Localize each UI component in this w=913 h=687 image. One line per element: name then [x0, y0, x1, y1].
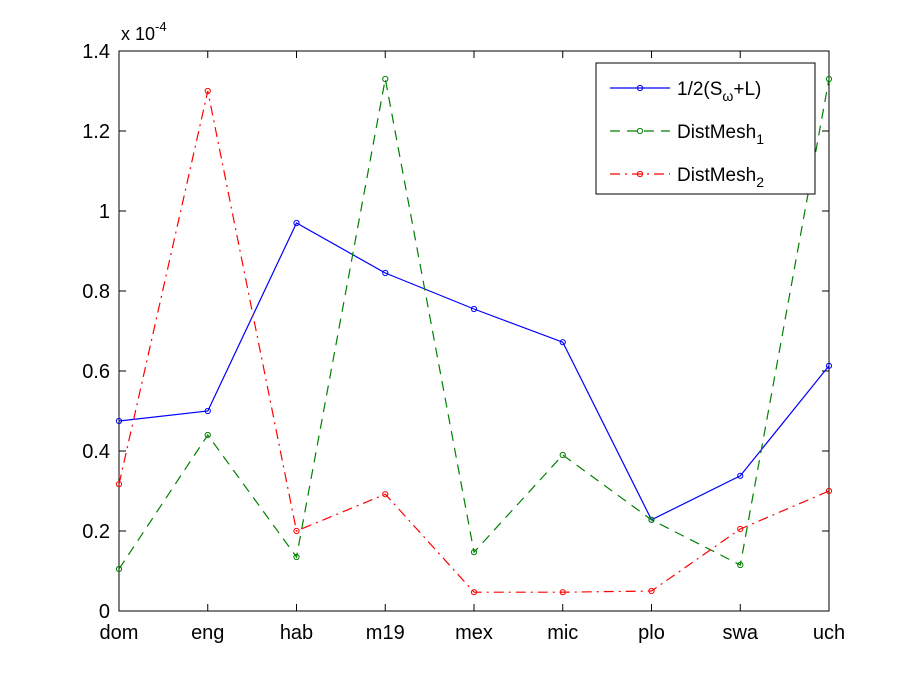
data-point	[382, 269, 389, 277]
data-point	[648, 516, 655, 523]
legend-label: DistMesh1	[677, 122, 764, 147]
y-tick-label: 0.6	[82, 361, 110, 383]
legend-entry: 1/2(Sω+L)	[610, 79, 761, 104]
data-point	[648, 587, 655, 595]
x-tick-label: mic	[547, 622, 578, 644]
legend: 1/2(Sω+L) DistMesh1 DistMesh2	[595, 62, 816, 195]
series-3	[115, 87, 833, 596]
y-tick-label: 0.8	[82, 281, 110, 303]
x-tick-label: swa	[722, 622, 758, 644]
data-point	[559, 451, 566, 459]
data-point	[293, 527, 300, 535]
data-point	[204, 407, 211, 415]
series-layer	[115, 75, 833, 596]
legend-box	[595, 62, 816, 195]
data-point	[825, 362, 833, 369]
y-tick-label: 0.2	[82, 521, 110, 543]
legend-entry: DistMesh1	[610, 122, 764, 147]
legend-marker	[636, 127, 644, 135]
y-tick-label: 1.4	[82, 41, 110, 63]
data-point	[559, 589, 566, 596]
data-point	[470, 589, 478, 596]
legend-items: 1/2(Sω+L) DistMesh1 DistMesh2	[610, 79, 764, 190]
data-point	[737, 561, 744, 569]
y-multiplier-base: x 10	[121, 24, 155, 44]
data-point	[825, 75, 833, 83]
data-point	[470, 305, 478, 313]
x-tick-label: mex	[455, 622, 493, 644]
data-point	[737, 525, 744, 533]
series-line	[118, 222, 830, 521]
legend-label: DistMesh2	[677, 165, 764, 190]
x-axis-ticks: dom eng hab m19 mex mic plo swa uch	[100, 51, 845, 644]
data-point	[825, 487, 833, 495]
data-point	[115, 565, 123, 573]
series-line	[118, 90, 830, 593]
y-axis-ticks: 0 0.2 0.4 0.6 0.8 1 1.2 1.4	[82, 41, 829, 623]
data-point	[559, 339, 566, 346]
legend-label: 1/2(Sω+L)	[677, 79, 761, 104]
x-tick-label: dom	[100, 622, 139, 644]
series-1	[115, 219, 833, 523]
x-tick-label: plo	[638, 622, 665, 644]
x-tick-label: m19	[366, 622, 405, 644]
legend-entry: DistMesh2	[610, 165, 764, 190]
y-tick-label: 1	[99, 201, 110, 223]
data-point	[382, 75, 389, 83]
y-tick-label: 0.4	[82, 441, 110, 463]
x-tick-label: hab	[280, 622, 313, 644]
data-point	[470, 549, 478, 556]
data-point	[204, 431, 211, 439]
data-point	[293, 219, 300, 227]
y-tick-label: 0	[99, 601, 110, 623]
legend-marker	[636, 84, 644, 92]
data-point	[115, 481, 123, 488]
y-axis-multiplier: x 10-4	[121, 19, 167, 44]
x-tick-label: uch	[813, 622, 845, 644]
data-point	[293, 553, 300, 561]
y-tick-label: 1.2	[82, 121, 110, 143]
data-point	[115, 417, 123, 425]
x-tick-label: eng	[191, 622, 224, 644]
data-point	[737, 472, 744, 479]
y-multiplier-exponent: -4	[155, 19, 167, 34]
legend-marker	[636, 170, 644, 178]
data-point	[204, 87, 211, 95]
data-point	[382, 491, 389, 498]
